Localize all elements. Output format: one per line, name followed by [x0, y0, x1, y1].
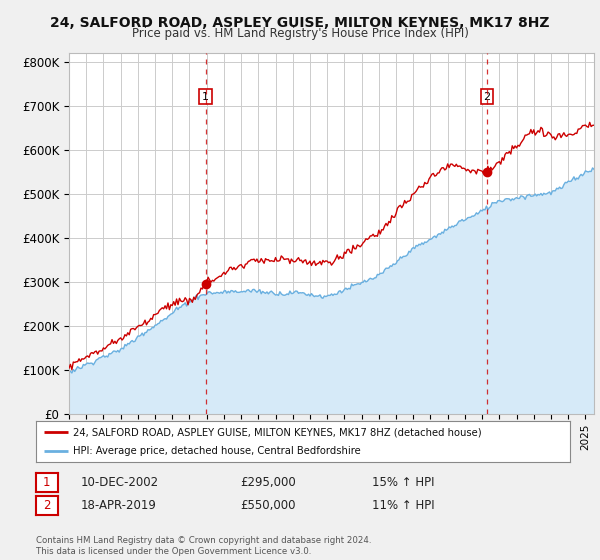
Text: £550,000: £550,000	[240, 498, 296, 512]
Text: 24, SALFORD ROAD, ASPLEY GUISE, MILTON KEYNES, MK17 8HZ (detached house): 24, SALFORD ROAD, ASPLEY GUISE, MILTON K…	[73, 427, 482, 437]
Text: HPI: Average price, detached house, Central Bedfordshire: HPI: Average price, detached house, Cent…	[73, 446, 361, 456]
Text: 24, SALFORD ROAD, ASPLEY GUISE, MILTON KEYNES, MK17 8HZ: 24, SALFORD ROAD, ASPLEY GUISE, MILTON K…	[50, 16, 550, 30]
Text: Contains HM Land Registry data © Crown copyright and database right 2024.
This d: Contains HM Land Registry data © Crown c…	[36, 536, 371, 556]
Text: 1: 1	[202, 91, 209, 101]
Text: 18-APR-2019: 18-APR-2019	[81, 498, 157, 512]
Text: Price paid vs. HM Land Registry's House Price Index (HPI): Price paid vs. HM Land Registry's House …	[131, 27, 469, 40]
Text: 10-DEC-2002: 10-DEC-2002	[81, 476, 159, 489]
Text: £295,000: £295,000	[240, 476, 296, 489]
Text: 15% ↑ HPI: 15% ↑ HPI	[372, 476, 434, 489]
Text: 2: 2	[484, 91, 491, 101]
Text: 1: 1	[43, 476, 50, 489]
Text: 2: 2	[43, 498, 50, 512]
Text: 11% ↑ HPI: 11% ↑ HPI	[372, 498, 434, 512]
